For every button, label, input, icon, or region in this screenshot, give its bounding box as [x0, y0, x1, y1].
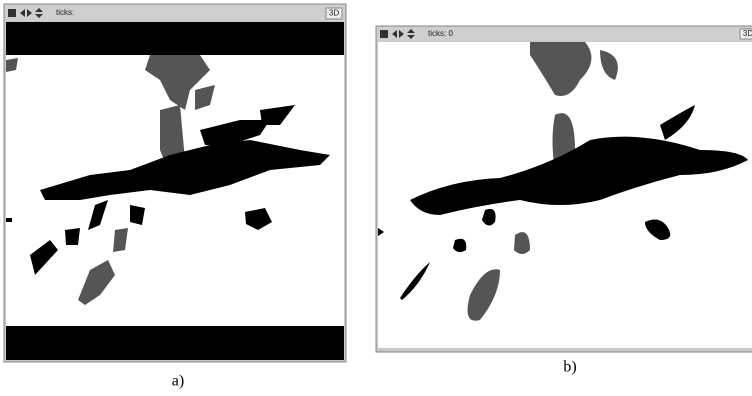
- patch: [6, 218, 12, 222]
- black-band: [6, 326, 344, 360]
- caption: a): [172, 373, 184, 390]
- toolbar-icon: [380, 30, 388, 38]
- black-band: [6, 22, 344, 55]
- page: ticks: 3D a): [0, 0, 752, 396]
- panel-b: ticks: 0 3D b): [376, 26, 752, 376]
- ticks-label: ticks:: [56, 8, 74, 17]
- patch: [65, 228, 80, 245]
- caption: b): [563, 359, 576, 376]
- toolbar-icon: [8, 9, 16, 17]
- ticks-label: ticks: 0: [428, 29, 453, 38]
- panel-a: ticks: 3D a): [4, 4, 346, 390]
- figure: ticks: 3D a): [0, 0, 752, 396]
- patch: [453, 239, 466, 252]
- view-button-label: 3D: [329, 9, 339, 18]
- view-button-label: 3D: [743, 29, 752, 38]
